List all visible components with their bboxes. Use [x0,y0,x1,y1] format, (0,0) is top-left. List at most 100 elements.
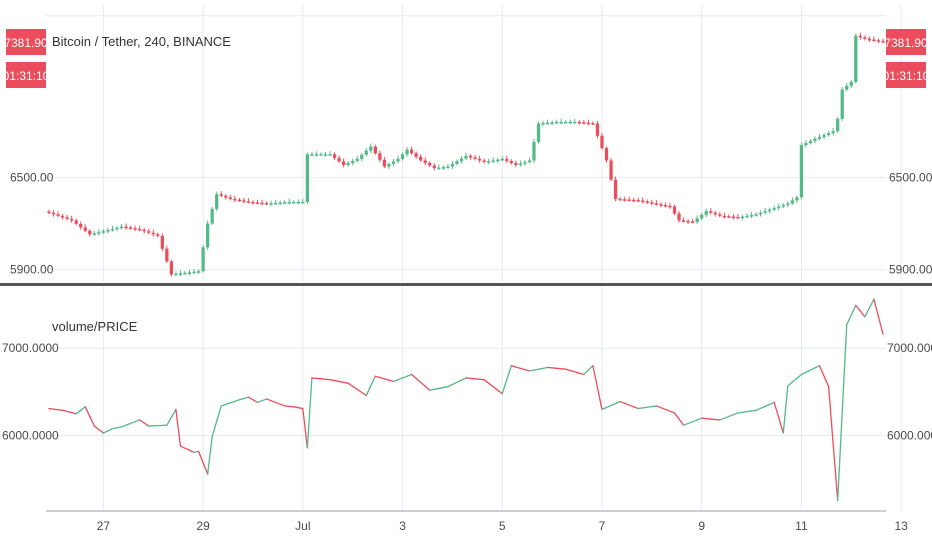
last-price-label-right: 7381.90 [884,36,928,50]
indicator-segment [737,411,744,414]
candle [527,157,532,164]
indicator-segment [410,373,417,380]
candle-body [709,211,713,213]
candle-body [781,205,785,207]
time-tick-0: 27 [97,519,111,533]
candle-body [328,154,332,156]
candle-body [246,201,251,203]
indicator-legend[interactable]: volume/PRICE [52,319,138,334]
candle [609,157,613,182]
candle [768,207,772,214]
candle-body [133,228,137,230]
candle [772,205,776,212]
candle [808,139,813,145]
candle-body [423,160,427,163]
candle-body [260,202,264,205]
candle-body [527,160,532,162]
indicator-segment [492,386,499,391]
indicator-segment [57,409,64,411]
candle-body [428,162,432,166]
indicator-pane[interactable]: 7000.0000 6000.0000 7000.0000 6000.0000 vo… [2,287,932,510]
candle-body [228,197,232,199]
indicator-segment [605,404,612,409]
candle [568,119,572,125]
indicator-segment [678,418,685,426]
candle [672,204,677,216]
candle [337,155,341,163]
indicator-segment [614,400,621,405]
candle [754,212,758,217]
candle [419,154,423,162]
candle-body [822,135,826,137]
indicator-segment [451,381,458,386]
candle [260,199,264,206]
candle-body [187,272,192,274]
indicator-segment [587,365,594,371]
candle-body [577,121,581,124]
candle-body [446,166,450,169]
price-pane[interactable]: 6500.00 5900.00 6500.00 5900.00 Bitcoin / … [10,5,932,282]
candle-body [641,200,645,202]
candle-body [323,154,328,156]
candle [577,120,581,125]
candle [206,220,210,250]
indicator-segment [206,435,213,475]
candle-body [586,122,591,125]
candle-body [700,214,704,219]
candle [192,268,196,274]
candle-body [79,223,83,228]
candle [650,199,654,206]
candle [51,210,56,217]
candle-body [332,154,337,158]
indicator-line [48,298,884,502]
indicator-segment [179,445,186,449]
indicator-segment [628,404,635,408]
candle-body [514,162,518,166]
candle-body [255,202,260,204]
candle-body [97,232,101,234]
candle [731,214,736,220]
indicator-segment [220,403,227,407]
candle [863,35,867,41]
candle-body [740,216,745,219]
indicator-segment [184,447,191,451]
candle [219,191,223,198]
indicator-segment [537,367,544,370]
candle [745,213,749,219]
candle-body [555,121,559,124]
indicator-segment [338,380,345,383]
indicator-segment [261,398,268,402]
candle [804,139,808,148]
time-axis[interactable]: 2729Jul357911131618 [97,519,932,533]
candle-body [482,160,486,162]
pane-separator[interactable] [0,283,932,286]
candle-body [101,231,106,233]
candle [355,155,359,163]
candle [718,211,722,218]
candle-body [491,160,495,162]
candle-body [464,155,468,159]
indicator-segment [669,410,676,414]
candle-body [632,199,636,202]
candle-body [754,214,758,216]
candle-body [382,159,387,167]
indicator-segment [265,398,272,402]
candle [722,212,726,219]
indicator-segment [197,450,204,464]
symbol-legend[interactable]: Bitcoin / Tether, 240, BINANCE [52,34,231,49]
last-price-badge-left: 7381.90 [4,29,48,55]
candle [876,38,881,44]
candle-body [813,138,817,141]
candle [586,119,591,126]
candle-body [341,161,346,166]
candle-body [196,271,201,273]
candle-body [804,142,808,146]
candle-body [147,231,151,233]
candle-body [414,153,418,157]
candle-body [142,229,146,232]
candle-body [314,154,319,156]
candle [255,199,260,205]
candle-body [573,121,577,124]
candle [341,158,346,168]
